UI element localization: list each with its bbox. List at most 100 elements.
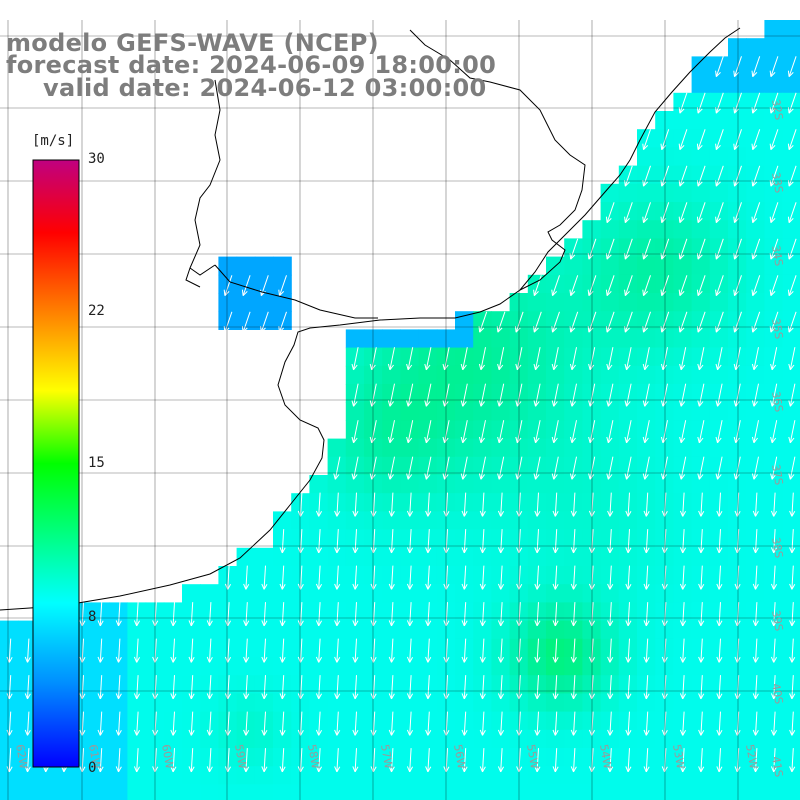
wind-speed-cell (473, 675, 492, 694)
wind-arrow (188, 675, 195, 700)
wind-speed-cell (764, 129, 784, 148)
wind-speed-cell (691, 74, 711, 94)
wind-speed-cell (327, 475, 347, 494)
wind-speed-cell (309, 657, 329, 676)
wind-speed-cell (254, 693, 274, 713)
wind-speed-cell (709, 693, 729, 713)
wind-arrow (533, 420, 541, 444)
wind-speed-cell (782, 584, 800, 603)
wind-speed-cell (54, 784, 74, 800)
wind-speed-cell (564, 584, 583, 603)
colorbar-tick-label: 22 (88, 303, 105, 319)
wind-speed-cell (291, 693, 310, 713)
wind-arrow (388, 602, 395, 627)
wind-speed-cell (764, 238, 784, 258)
wind-speed-cell (455, 511, 474, 531)
wind-speed-cell (564, 729, 583, 749)
wind-speed-cell (782, 529, 800, 549)
wind-speed-cell (491, 584, 511, 603)
wind-speed-cell (564, 420, 583, 440)
wind-arrow (261, 565, 268, 590)
longitude-label: 57W (378, 743, 395, 770)
wind-speed-cell (673, 547, 693, 567)
wind-arrow (752, 565, 759, 590)
wind-speed-cell (673, 657, 693, 676)
wind-speed-cell (691, 347, 711, 367)
wind-arrow (769, 129, 779, 151)
wind-speed-cell (273, 620, 292, 640)
wind-speed-cell (618, 493, 638, 512)
wind-arrow (697, 456, 705, 480)
wind-speed-cell (655, 202, 674, 221)
inland-border (185, 79, 221, 288)
wind-speed-cell (109, 748, 128, 767)
wind-speed-cell (0, 766, 19, 785)
wind-arrow (769, 202, 779, 224)
wind-speed-cell (400, 729, 420, 749)
wind-arrow (497, 420, 505, 444)
wind-speed-cell (691, 711, 711, 731)
wind-speed-cell (746, 529, 765, 549)
wind-speed-cell (691, 729, 711, 749)
wind-speed-cell (254, 729, 274, 749)
wind-speed-cell (655, 420, 674, 440)
wind-arrow (625, 675, 632, 700)
wind-arrow (679, 456, 687, 480)
wind-speed-cell (764, 602, 784, 622)
wind-speed-cell (473, 329, 492, 349)
wind-speed-cell (291, 784, 310, 800)
wind-speed-cell (691, 766, 711, 785)
wind-speed-cell (400, 638, 420, 658)
wind-speed-cell (709, 256, 729, 276)
wind-speed-cell (91, 693, 110, 713)
wind-speed-cell (782, 74, 800, 94)
wind-speed-cell (764, 402, 784, 421)
wind-arrow (279, 602, 286, 627)
wind-speed-cell (546, 711, 565, 731)
wind-speed-cell (400, 693, 420, 713)
wind-arrow (642, 275, 651, 297)
wind-speed-cell (618, 693, 638, 713)
wind-speed-cell (400, 329, 420, 349)
wind-arrow (352, 492, 359, 517)
wind-speed-cell (218, 784, 238, 800)
wind-arrow (461, 565, 468, 590)
wind-speed-cell (637, 165, 656, 185)
wind-speed-cell (673, 183, 693, 203)
wind-speed-cell (345, 347, 365, 367)
wind-arrow (752, 638, 759, 663)
wind-speed-cell (546, 657, 565, 676)
wind-speed-cell (273, 638, 292, 658)
wind-speed-cell (546, 402, 565, 421)
wind-speed-cell (473, 493, 492, 512)
wind-speed-cell (418, 529, 438, 549)
wind-speed-cell (600, 711, 620, 731)
longitude-label: 62W (13, 743, 30, 770)
wind-speed-cell (382, 766, 401, 785)
wind-speed-cell (127, 748, 147, 767)
wind-speed-cell (728, 511, 747, 531)
wind-speed-cell (91, 620, 110, 640)
wind-speed-cell (91, 711, 110, 731)
wind-arrow (479, 602, 486, 627)
wind-speed-cell (764, 657, 784, 676)
wind-speed-cell (564, 256, 583, 276)
wind-speed-cell (218, 748, 238, 767)
wind-arrow (170, 602, 177, 627)
wind-speed-cell (400, 584, 420, 603)
wind-arrow (460, 420, 468, 444)
wind-speed-cell (709, 202, 729, 221)
wind-speed-cell (546, 438, 565, 458)
wind-speed-cell (764, 165, 784, 185)
wind-speed-cell (546, 675, 565, 694)
wind-speed-cell (673, 493, 693, 512)
wind-arrow (698, 602, 705, 627)
wind-arrow (751, 129, 761, 151)
wind-speed-cell (782, 274, 800, 294)
wind-speed-cell (637, 129, 656, 148)
wind-speed-cell (109, 602, 128, 622)
wind-speed-cell (200, 675, 219, 694)
wind-speed-cell (364, 566, 383, 585)
wind-arrow (643, 711, 650, 736)
wind-speed-cell (473, 620, 492, 640)
